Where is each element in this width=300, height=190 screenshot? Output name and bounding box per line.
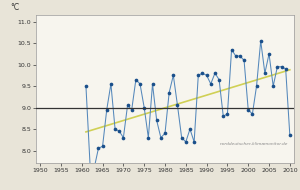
- Point: [146, 136, 151, 139]
- Point: [96, 147, 101, 150]
- Point: [109, 82, 113, 86]
- Point: [179, 136, 184, 139]
- Point: [100, 145, 105, 148]
- Point: [283, 67, 288, 70]
- Text: °C: °C: [10, 3, 19, 12]
- Point: [158, 136, 163, 139]
- Point: [225, 112, 230, 116]
- Point: [167, 91, 172, 94]
- Point: [212, 72, 217, 75]
- Point: [279, 65, 284, 68]
- Point: [113, 127, 118, 131]
- Point: [229, 48, 234, 51]
- Point: [267, 52, 272, 55]
- Point: [242, 59, 247, 62]
- Point: [238, 55, 242, 58]
- Point: [196, 74, 201, 77]
- Point: [92, 166, 97, 169]
- Point: [192, 140, 197, 143]
- Point: [250, 112, 255, 116]
- Point: [204, 74, 209, 77]
- Point: [287, 134, 292, 137]
- Point: [271, 85, 276, 88]
- Point: [117, 130, 122, 133]
- Text: norddeutscher-klimamonitor.de: norddeutscher-klimamonitor.de: [220, 142, 289, 146]
- Point: [258, 40, 263, 43]
- Point: [88, 164, 92, 167]
- Point: [138, 82, 142, 86]
- Point: [163, 132, 167, 135]
- Point: [246, 108, 250, 111]
- Point: [121, 136, 126, 139]
- Point: [221, 115, 226, 118]
- Point: [262, 72, 267, 75]
- Point: [154, 119, 159, 122]
- Point: [129, 108, 134, 111]
- Point: [104, 108, 109, 111]
- Point: [200, 72, 205, 75]
- Point: [254, 85, 259, 88]
- Point: [134, 78, 138, 81]
- Point: [233, 55, 238, 58]
- Point: [188, 127, 192, 131]
- Point: [183, 140, 188, 143]
- Point: [171, 74, 176, 77]
- Point: [208, 82, 213, 86]
- Point: [275, 65, 280, 68]
- Point: [150, 82, 155, 86]
- Point: [142, 106, 147, 109]
- Point: [125, 104, 130, 107]
- Point: [83, 85, 88, 88]
- Point: [217, 78, 221, 81]
- Point: [175, 104, 180, 107]
